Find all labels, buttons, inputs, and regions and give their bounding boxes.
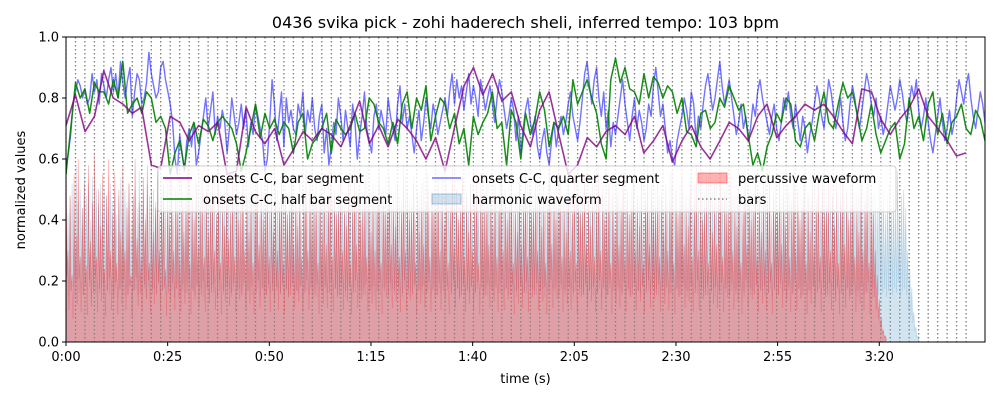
x-axis-label: time (s) (500, 372, 550, 387)
legend-swatch-patch (697, 172, 728, 184)
legend-label: harmonic waveform (472, 193, 602, 208)
legend-label: onsets C-C, half bar segment (203, 193, 392, 208)
x-tick-label: 2:05 (560, 350, 589, 365)
x-tick-label: 1:15 (356, 350, 385, 365)
y-axis: 0.0 0.2 0.4 0.6 0.8 1.0 (38, 31, 66, 351)
x-tick-label: 0:25 (153, 350, 182, 365)
plot-frame (65, 36, 986, 343)
x-tick-label: 3:20 (865, 350, 894, 365)
y-tick-label: 0.0 (38, 336, 59, 351)
half-bar-segment-line (66, 57, 985, 176)
y-tick-label: 0.6 (38, 153, 59, 168)
y-tick-label: 0.4 (38, 214, 59, 229)
onset-lines-layer (66, 51, 985, 176)
x-tick-label: 0:00 (51, 350, 80, 365)
y-tick-label: 0.8 (38, 92, 59, 107)
y-tick-label: 0.2 (38, 275, 59, 290)
x-tick-label: 2:55 (763, 350, 792, 365)
legend-label: onsets C-C, bar segment (203, 172, 364, 187)
chart-title: 0436 svika pick - zohi haderech sheli, i… (272, 13, 779, 32)
legend-label: bars (738, 193, 767, 208)
legend: onsets C-C, bar segment onsets C-C, half … (157, 165, 897, 213)
y-axis-label: normalized values (14, 130, 29, 249)
legend-swatch-patch (431, 193, 462, 205)
legend-label: onsets C-C, quarter segment (472, 172, 659, 187)
x-tick-label: 0:50 (255, 350, 284, 365)
bar-segment-line (66, 66, 967, 176)
x-tick-label: 2:30 (661, 350, 690, 365)
x-tick-label: 1:40 (458, 350, 487, 365)
x-axis: 0:00 0:25 0:50 1:15 1:40 2:05 2:30 2:55 3:20 (51, 342, 894, 365)
y-tick-label: 1.0 (38, 31, 59, 46)
legend-box (157, 165, 897, 213)
legend-label: percussive waveform (738, 172, 876, 187)
